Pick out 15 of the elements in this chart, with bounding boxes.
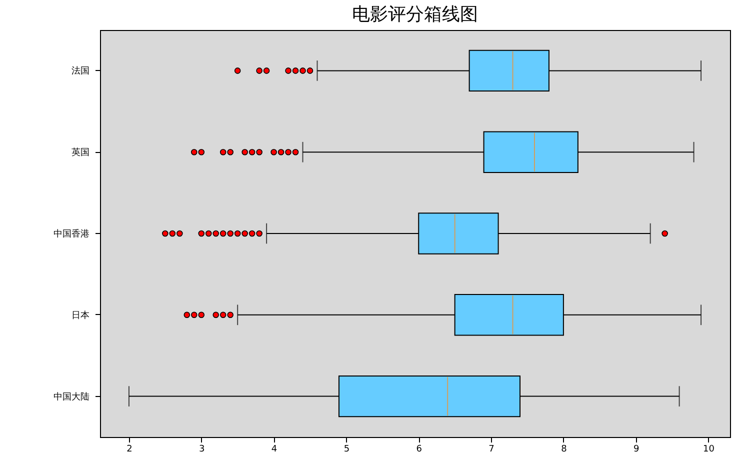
x-tick-label: 10 [703,444,715,454]
y-tick-label: 中国香港 [54,228,90,240]
y-tick-label: 法国 [72,66,90,77]
x-tick-label: 3 [199,444,205,454]
x-tick-label: 9 [633,444,640,454]
x-tick-label: 5 [344,444,350,454]
y-tick-label: 英国 [72,147,90,158]
y-tick-label: 中国大陆 [54,391,90,402]
x-tick-label: 8 [561,444,568,454]
x-tick-label: 4 [271,444,278,454]
chart-title: 电影评分箱线图 [352,4,478,25]
y-tick-label: 日本 [72,310,90,321]
x-tick-label: 2 [126,444,132,454]
x-tick-label: 7 [488,444,494,454]
x-tick-label: 6 [416,444,422,454]
